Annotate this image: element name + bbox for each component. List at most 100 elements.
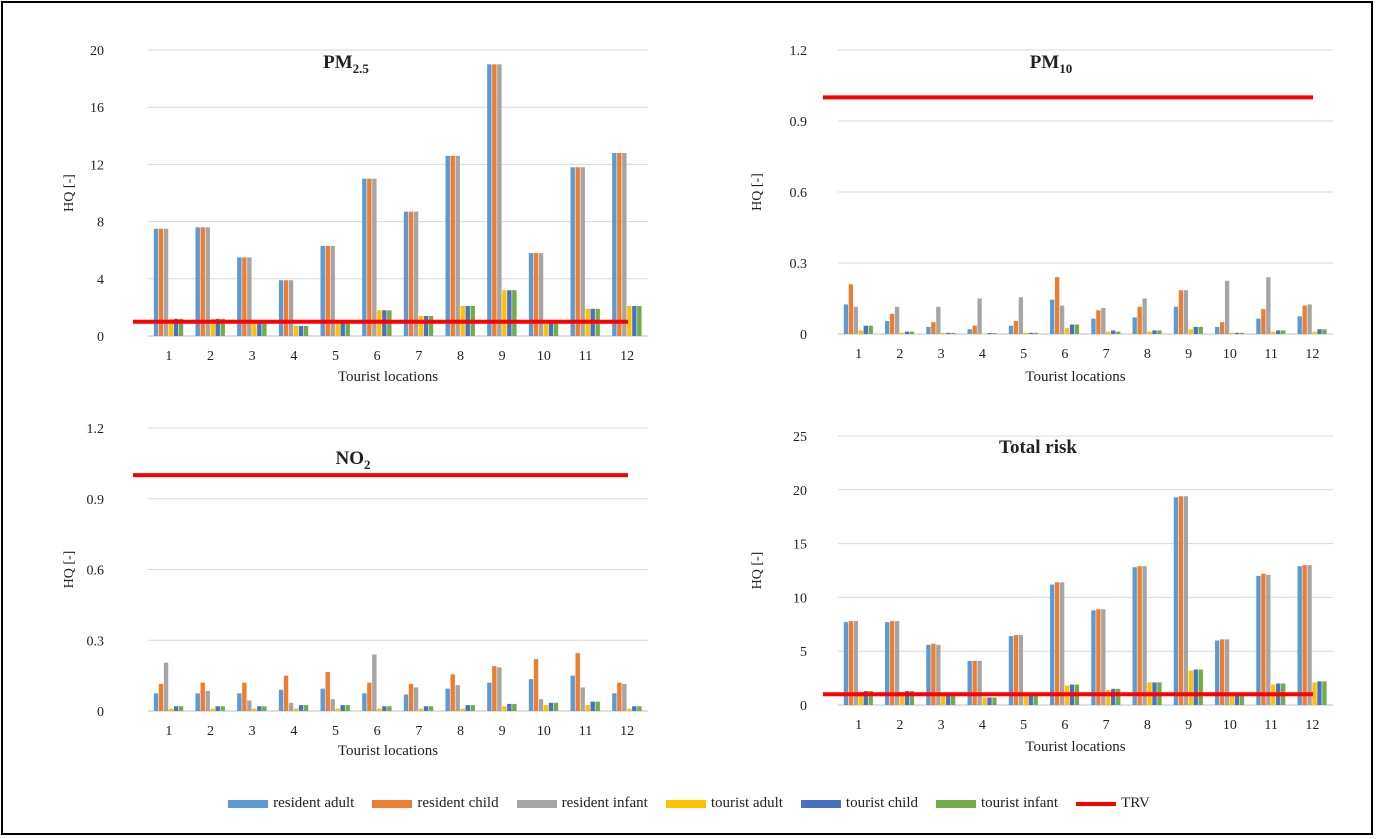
bar-resident-infant [247, 257, 252, 336]
bar-resident-adult [1008, 325, 1014, 334]
x-axis-label: Tourist locations [1025, 739, 1125, 755]
bar-tourist-infant [220, 318, 225, 336]
y-tick-label: 0.3 [790, 257, 808, 272]
bar-resident-child [848, 284, 854, 334]
x-tick-label: 3 [249, 724, 256, 739]
bar-tourist-infant [637, 706, 642, 711]
bar-resident-adult [926, 326, 931, 334]
bar-tourist-child [987, 697, 992, 705]
bar-tourist-infant [1033, 332, 1038, 334]
chart-title: NO2 [336, 448, 371, 472]
bar-resident-adult [885, 320, 890, 334]
x-tick-label: 7 [1103, 718, 1110, 733]
bar-resident-child [1219, 322, 1225, 334]
bar-resident-infant [497, 667, 502, 711]
x-tick-label: 2 [207, 724, 214, 739]
bar-tourist-child [987, 333, 992, 334]
x-tick-label: 10 [537, 349, 551, 364]
y-tick-label: 16 [90, 101, 104, 116]
bar-resident-child [242, 257, 247, 336]
bar-resident-infant [247, 700, 252, 711]
bar-resident-adult [967, 329, 972, 334]
bar-resident-child [1013, 320, 1019, 334]
bar-resident-adult [403, 211, 409, 336]
bar-tourist-child [1069, 324, 1075, 334]
x-axis-label: Tourist locations [338, 369, 438, 385]
x-tick-label: 6 [1061, 347, 1068, 362]
bar-tourist-infant [1239, 694, 1245, 705]
x-tick-label: 9 [499, 724, 506, 739]
bar-tourist-infant [1322, 329, 1327, 334]
bar-tourist-infant [512, 703, 517, 711]
bar-resident-infant [1307, 304, 1312, 334]
bar-resident-child [617, 152, 622, 336]
bar-tourist-infant [1198, 669, 1203, 705]
bar-tourist-adult [252, 323, 257, 336]
bar-resident-child [1013, 635, 1019, 705]
x-tick-label: 8 [457, 724, 464, 739]
bar-resident-child [158, 228, 164, 336]
bar-resident-infant [1018, 297, 1024, 334]
x-tick-label: 4 [290, 724, 297, 739]
legend-swatch [665, 799, 706, 808]
legend-label: resident child [417, 795, 499, 811]
bar-resident-child [533, 253, 539, 336]
bar-resident-child [1096, 310, 1101, 334]
bar-resident-child [492, 666, 497, 711]
bar-tourist-child [1317, 681, 1322, 705]
legend-item-resident-adult: resident adult [228, 795, 354, 812]
bar-resident-adult [1091, 318, 1096, 334]
bar-resident-child [158, 683, 164, 711]
bar-resident-child [367, 178, 372, 336]
bar-tourist-adult [1188, 670, 1193, 705]
bar-resident-child [575, 167, 580, 336]
bar-resident-infant [580, 687, 585, 711]
y-tick-label: 10 [793, 591, 807, 606]
bar-tourist-adult [335, 708, 340, 711]
x-tick-label: 3 [938, 718, 945, 733]
x-tick-label: 12 [1305, 718, 1319, 733]
bar-resident-infant [1018, 635, 1024, 705]
bar-resident-child [1096, 609, 1101, 705]
x-axis-label: Tourist locations [338, 743, 438, 759]
x-tick-label: 4 [979, 718, 986, 733]
y-tick-label: 1.2 [790, 44, 808, 59]
bar-tourist-child [1276, 330, 1281, 334]
bar-resident-child [889, 313, 895, 334]
bar-tourist-infant [1033, 694, 1038, 705]
bar-resident-adult [1173, 497, 1179, 705]
bar-resident-infant [1307, 565, 1312, 705]
bar-resident-infant [205, 690, 210, 711]
x-tick-label: 6 [1061, 718, 1068, 733]
bar-tourist-child [946, 332, 951, 334]
bar-resident-child [242, 682, 247, 711]
bar-tourist-child [946, 695, 951, 705]
bar-resident-adult [570, 167, 575, 336]
bar-resident-infant [894, 306, 900, 334]
bar-tourist-adult [460, 708, 465, 711]
bar-tourist-child [1317, 329, 1322, 334]
legend-label: tourist child [845, 795, 918, 811]
x-tick-label: 8 [1144, 347, 1151, 362]
bar-tourist-infant [428, 315, 434, 336]
bar-resident-adult [153, 693, 159, 711]
bar-tourist-child [1028, 332, 1033, 334]
x-tick-label: 11 [1264, 347, 1277, 362]
bar-tourist-infant [1116, 331, 1121, 334]
bar-resident-adult [362, 178, 367, 336]
bar-tourist-child [590, 701, 595, 711]
bar-resident-child [200, 227, 205, 336]
bar-tourist-adult [858, 330, 863, 334]
bar-resident-infant [163, 228, 169, 336]
bar-resident-child [889, 621, 895, 705]
bar-tourist-adult [1312, 331, 1317, 334]
bar-tourist-infant [1239, 332, 1245, 334]
legend-label: resident infant [561, 795, 648, 811]
bar-tourist-adult [899, 692, 905, 705]
bar-tourist-child [1028, 694, 1033, 705]
bar-resident-child [1137, 306, 1142, 334]
x-tick-label: 11 [1264, 718, 1277, 733]
bar-tourist-infant [909, 331, 915, 334]
